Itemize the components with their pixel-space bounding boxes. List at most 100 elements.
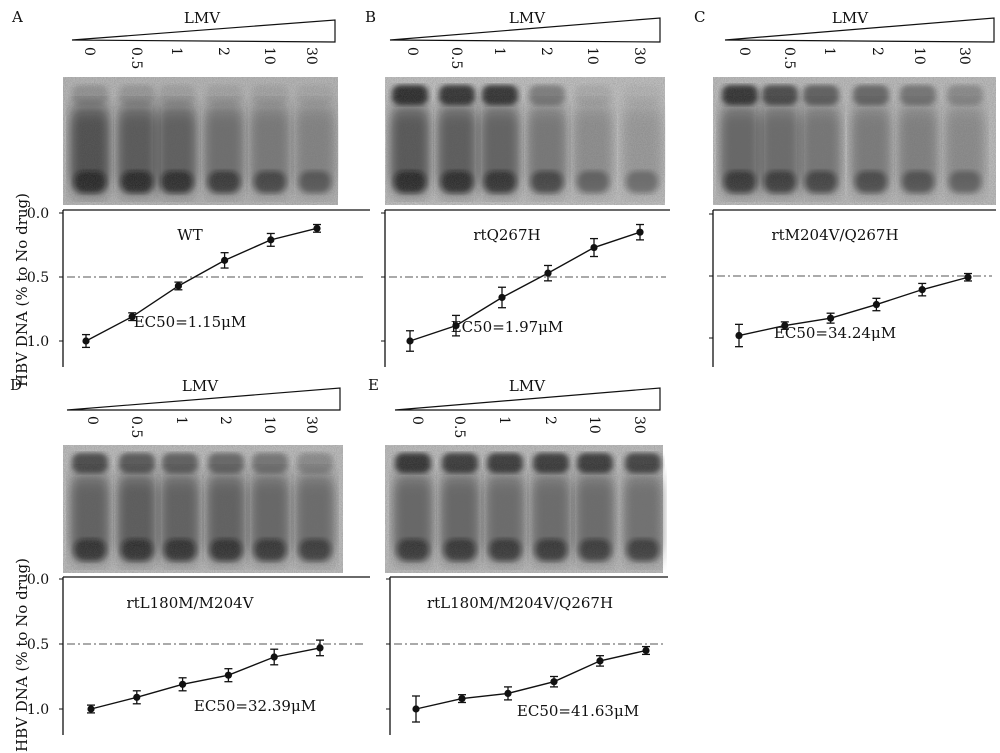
data-point [872,300,881,309]
data-point [504,689,512,698]
southern-blot-image [63,445,343,573]
data-point [221,256,229,264]
concentration-wedge [66,387,341,411]
data-point [590,243,598,252]
concentration-tick-label: 1 [496,416,512,425]
series-line [409,231,641,342]
y-tick-label: 0.0 [27,572,49,588]
concentration-wedge [394,387,661,411]
y-tick-label: 0.5 [27,637,49,653]
concentration-tick-label: 30 [956,47,972,65]
blot-grain [63,445,343,573]
southern-blot-image [385,77,665,205]
drug-label: LMV [832,9,869,27]
data-point [781,322,789,330]
concentration-tick-label: 1 [173,416,189,425]
concentration-tick-label: 2 [538,47,554,56]
series-name: rtL180M/M204V [126,594,254,612]
data-point [133,693,141,701]
panel-d: D LMV 0 0.5 1 2 10 30 0.0 0.5 1.0 rtL180M/M204V EC50… [10,376,370,735]
concentration-tick-label: 1 [491,47,507,56]
panel-c: C LMV 0 0.5 1 2 10 30 rtM204V/Q267H EC50=34.24μM [694,8,996,367]
blot-grain [63,77,338,205]
panel-e: E LMV 0 0.5 1 2 10 30 rtL180M/M204V/Q267H EC50=41… [368,376,668,735]
data-point [642,646,650,655]
ec50-annotation: EC50=1.15μM [134,313,247,331]
data-point [82,337,90,345]
concentration-tick-label: 10 [584,47,600,65]
concentration-tick-label: 10 [911,47,927,65]
panel-letter: E [368,376,379,394]
data-point [452,322,460,330]
ec50-annotation: EC50=32.39μM [194,697,316,715]
data-point [270,653,278,661]
y-tick-label: 0.0 [27,206,49,222]
y-tick-label: 1.0 [27,334,49,350]
panel-a: A LMV 0 0.5 1 2 10 30 0.0 0.5 1.0 WT EC50=1.15μM [11,8,370,367]
series-line [738,276,969,337]
concentration-tick-label: 30 [631,47,647,65]
data-point [550,678,558,686]
y-axis-label-top: HBV DNA (% to No drug) [13,193,31,387]
data-point [313,224,321,232]
data-point [128,313,136,321]
panel-b: B LMV 0 0.5 1 2 10 30 rtQ267H EC50=1.97μM [365,8,670,367]
data-point [179,680,187,688]
data-point [964,273,972,281]
concentration-tick-label: 10 [586,416,602,434]
series-line [90,647,321,710]
data-point [174,282,182,290]
series-name: WT [177,226,202,244]
data-point [316,644,324,652]
panel-letter: B [365,8,376,26]
concentration-tick-label: 0.5 [781,47,797,69]
concentration-wedge [71,19,336,43]
drug-label: LMV [509,377,546,395]
data-point [827,314,835,322]
panel-letter: D [10,376,22,394]
data-point [87,705,95,713]
data-point [498,293,506,302]
concentration-tick-label: 2 [542,416,558,425]
concentration-tick-label: 0 [736,47,752,56]
concentration-tick-label: 10 [261,416,277,434]
ec50-annotation: EC50=1.97μM [451,318,564,336]
data-point [458,695,466,703]
blot-grain [713,77,996,205]
series-line [85,227,318,342]
blot-grain [385,445,663,573]
data-point [596,657,604,665]
southern-blot-image [385,445,663,573]
data-point [544,269,552,277]
concentration-tick-label: 30 [303,47,319,65]
concentration-tick-label: 0 [84,416,100,425]
concentration-tick-label: 2 [869,47,885,56]
southern-blot-image [63,77,338,205]
blot-grain [385,77,665,205]
data-point [918,286,926,294]
data-point [224,671,232,679]
concentration-tick-label: 0.5 [128,416,144,438]
drug-label: LMV [184,9,221,27]
drug-label: LMV [509,9,546,27]
southern-blot-image [713,77,996,205]
y-axis-label-bottom: HBV DNA (% to No drug) [13,558,31,752]
panel-letter: C [694,8,705,26]
series-line [415,649,647,710]
data-point [412,705,420,713]
data-point [735,331,743,340]
concentration-tick-label: 30 [303,416,319,434]
concentration-tick-label: 2 [215,47,231,56]
series-name: rtL180M/M204V/Q267H [427,594,613,612]
drug-label: LMV [182,377,219,395]
concentration-tick-label: 10 [261,47,277,65]
concentration-tick-label: 1 [168,47,184,56]
panel-letter: A [11,8,23,26]
ec50-annotation: EC50=41.63μM [517,702,639,720]
data-point [636,228,644,236]
concentration-tick-label: 30 [631,416,647,434]
concentration-tick-label: 0 [81,47,97,56]
y-tick-label: 1.0 [27,702,49,718]
concentration-tick-label: 2 [217,416,233,425]
concentration-tick-label: 0.5 [128,47,144,69]
